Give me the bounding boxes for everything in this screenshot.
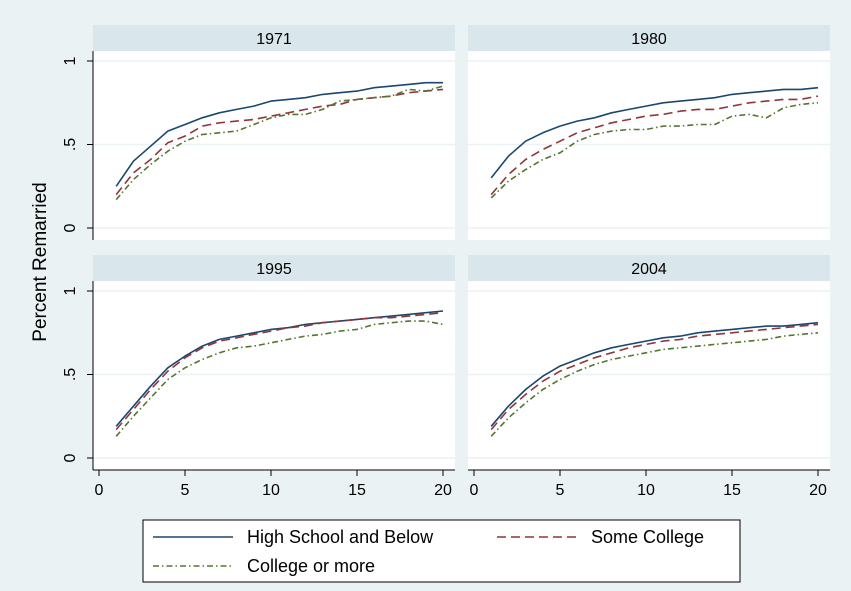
- x-tick-label: 10: [637, 482, 655, 499]
- series-line-1: [490, 86, 819, 179]
- legend-label: High School and Below: [247, 527, 434, 547]
- x-tick-label: 15: [348, 482, 366, 499]
- panel-plot-area: [93, 281, 455, 470]
- legend-box: [142, 519, 741, 583]
- x-tick-label: 15: [723, 482, 741, 499]
- series-line-1: [115, 310, 444, 427]
- series-line-3: [490, 102, 819, 199]
- panel-1971: 1971 0 .5 1: [62, 25, 455, 240]
- panel-plot-area: [468, 51, 830, 240]
- panel-title: 1980: [631, 31, 667, 48]
- y-tick-label: .5: [62, 138, 79, 151]
- panel-2004: 2004 0 5 10 15 20: [468, 255, 830, 499]
- series-line-2: [115, 311, 444, 431]
- y-tick-label: 1: [62, 56, 79, 65]
- legend-label: College or more: [247, 556, 375, 576]
- panel-title-strip: [468, 255, 830, 281]
- x-tick-label: 20: [434, 482, 452, 499]
- series-line-3: [490, 332, 819, 437]
- y-tick-label: 0: [62, 223, 79, 232]
- legend: High School and Below Some College College…: [142, 519, 741, 583]
- panel-title-strip: [93, 255, 455, 281]
- series-line-1: [115, 81, 443, 187]
- y-tick-label: .5: [62, 368, 79, 381]
- panel-title-strip: [93, 25, 455, 51]
- panel-title-strip: [468, 25, 830, 51]
- x-tick-label: 0: [95, 482, 104, 499]
- y-tick-label: 0: [62, 453, 79, 462]
- y-tick-label: 1: [62, 286, 79, 295]
- x-tick-label: 0: [470, 482, 479, 499]
- series-line-2: [490, 323, 819, 431]
- panel-plot-area: [93, 51, 455, 240]
- x-tick-label: 20: [809, 482, 827, 499]
- series-line-2: [490, 95, 819, 196]
- x-tick-label: 5: [181, 482, 190, 499]
- panel-plot-area: [468, 281, 830, 470]
- panel-title: 1971: [256, 31, 292, 48]
- y-axis-title: Percent Remarried: [30, 182, 51, 341]
- x-tick-label: 10: [262, 482, 280, 499]
- x-tick-label: 5: [556, 482, 565, 499]
- panel-title: 2004: [631, 261, 667, 278]
- series-line-1: [490, 321, 819, 427]
- series-line-3: [115, 320, 444, 437]
- panel-1980: 1980: [468, 25, 830, 240]
- series-line-3: [115, 85, 444, 201]
- panel-title: 1995: [256, 261, 292, 278]
- legend-label: Some College: [591, 527, 704, 547]
